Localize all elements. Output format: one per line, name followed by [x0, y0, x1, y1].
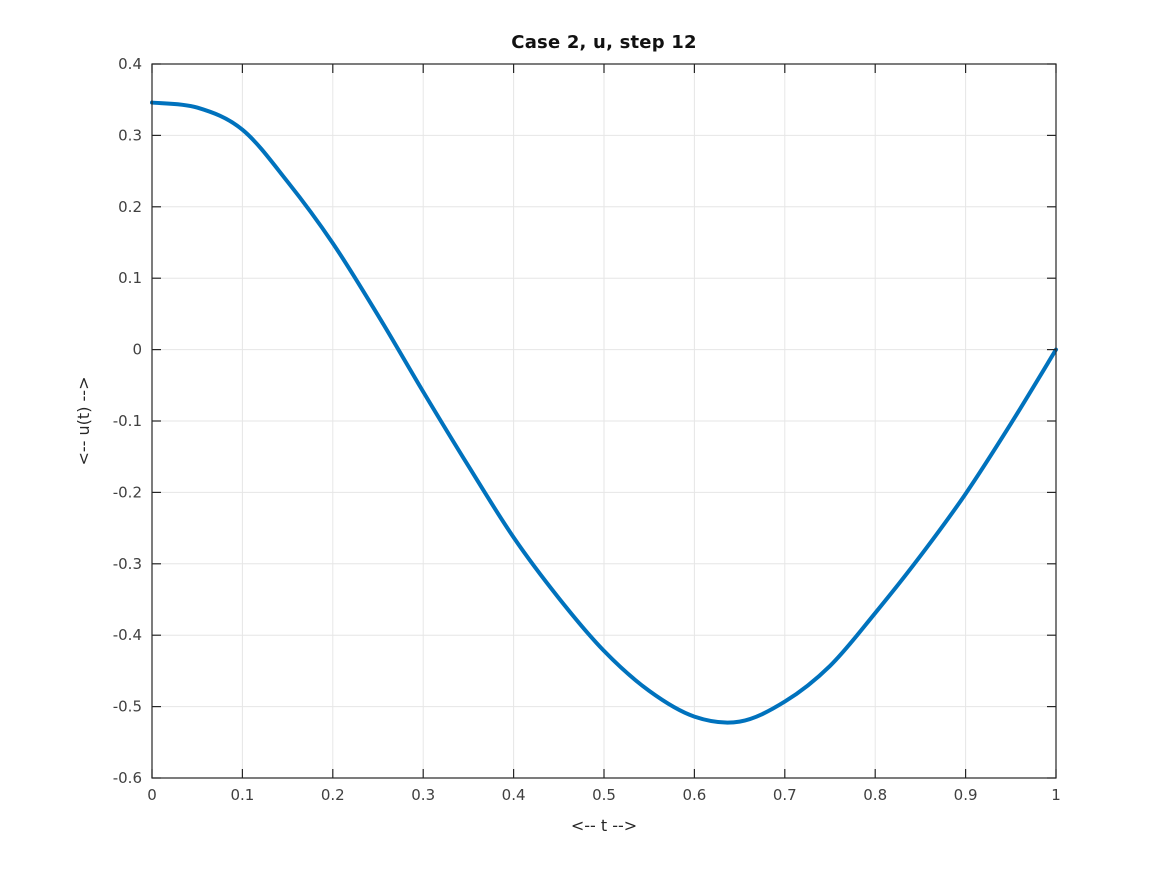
- data-series-line: [150, 100, 1058, 725]
- x-tick-label: 0.9: [954, 786, 978, 804]
- x-tick-label: 0.3: [411, 786, 435, 804]
- x-tick-label: 0.5: [592, 786, 616, 804]
- y-axis-label-text: <-- u(t) -->: [74, 376, 93, 466]
- x-tick-label: 0.7: [773, 786, 797, 804]
- y-tick-label: 0.3: [118, 126, 142, 144]
- y-tick-label: 0.4: [118, 55, 142, 73]
- y-tick-label: -0.6: [113, 769, 142, 787]
- y-tick-label: 0.1: [118, 269, 142, 287]
- y-tick-label: -0.3: [113, 555, 142, 573]
- x-tick-label: 0.4: [502, 786, 526, 804]
- y-tick-label: 0: [132, 341, 142, 359]
- y-tick-label: -0.5: [113, 698, 142, 716]
- chart-title: Case 2, u, step 12: [511, 32, 697, 53]
- x-tick-label: 0.1: [230, 786, 254, 804]
- y-tick-label: 0.2: [118, 198, 142, 216]
- y-tick-label: -0.1: [113, 412, 142, 430]
- x-tick-label: 0.8: [863, 786, 887, 804]
- x-tick-label: 0.6: [682, 786, 706, 804]
- x-tick-label: 0: [147, 786, 157, 804]
- x-tick-label: 0.2: [321, 786, 345, 804]
- y-tick-label: -0.4: [113, 626, 142, 644]
- x-tick-label: 1: [1051, 786, 1061, 804]
- y-tick-label: -0.2: [113, 483, 142, 501]
- x-axis-label: <-- t -->: [570, 816, 638, 835]
